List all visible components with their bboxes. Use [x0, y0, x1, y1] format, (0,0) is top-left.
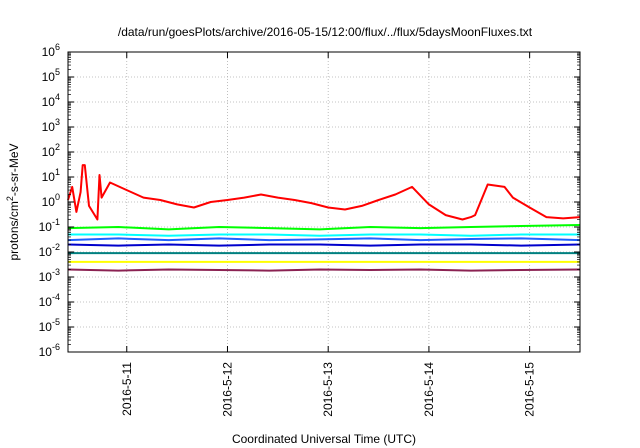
y-tick-base: 10	[42, 145, 56, 159]
y-tick-base: 10	[39, 270, 53, 284]
y-tick-exponent: -2	[52, 242, 60, 252]
x-tick-label: 2016-5-13	[321, 362, 335, 417]
y-tick-exponent: 4	[55, 92, 60, 102]
y-axis-label: protons/cm2-s-sr-MeV	[5, 143, 21, 260]
series-group	[67, 164, 581, 272]
y-tick-label: 10-2	[39, 242, 60, 259]
y-tick-base: 10	[39, 320, 53, 334]
y-tick-label: 102	[42, 142, 60, 159]
series-line-3	[68, 233, 580, 237]
y-tick-label: 101	[42, 167, 60, 184]
y-tick-exponent: 5	[55, 67, 60, 77]
y-tick-exponent: -1	[52, 217, 60, 227]
y-tick-base: 10	[39, 345, 53, 359]
y-tick-base: 10	[42, 170, 56, 184]
y-axis-label-sup: 2	[5, 196, 15, 201]
y-tick-exponent: 2	[55, 142, 60, 152]
chart-title: /data/run/goesPlots/archive/2016-05-15/1…	[118, 25, 533, 39]
y-tick-label: 10-6	[39, 342, 60, 359]
y-tick-exponent: -5	[52, 317, 60, 327]
series-line-4	[67, 237, 581, 242]
series-line-5	[67, 243, 581, 247]
y-tick-label: 100	[42, 192, 60, 209]
x-tick-label: 2016-5-14	[422, 362, 436, 417]
y-tick-exponent: 1	[55, 167, 60, 177]
y-axis-label-post: -s-sr-MeV	[7, 143, 21, 196]
x-tick-label: 2016-5-15	[523, 362, 537, 417]
y-axis-ticks: 10-610-510-410-310-210-11001011021031041…	[39, 42, 580, 359]
grid	[68, 52, 580, 352]
y-tick-label: 10-5	[39, 317, 60, 334]
y-tick-base: 10	[39, 220, 53, 234]
y-tick-exponent: 0	[55, 192, 60, 202]
x-axis-ticks: 2016-5-11 2016-5-12 2016-5-13 2016-5-14 2016…	[120, 52, 537, 417]
y-tick-exponent: 6	[55, 42, 60, 52]
y-tick-label: 104	[42, 92, 60, 109]
y-tick-exponent: 3	[55, 117, 60, 127]
y-tick-base: 10	[39, 295, 53, 309]
y-axis-label-pre: protons/cm	[7, 201, 21, 260]
y-tick-base: 10	[42, 120, 56, 134]
y-tick-base: 10	[39, 245, 53, 259]
y-tick-label: 10-4	[39, 292, 60, 309]
series-line-8	[67, 268, 581, 272]
y-tick-base: 10	[42, 70, 56, 84]
x-tick-label: 2016-5-11	[120, 362, 134, 416]
y-tick-exponent: -4	[52, 292, 60, 302]
y-tick-label: 106	[42, 42, 60, 59]
y-tick-label: 10-3	[39, 267, 60, 284]
y-tick-base: 10	[42, 45, 56, 59]
y-tick-base: 10	[42, 195, 56, 209]
y-tick-label: 103	[42, 117, 60, 134]
x-axis-label: Coordinated Universal Time (UTC)	[232, 432, 416, 446]
y-tick-exponent: -6	[52, 342, 60, 352]
series-line-1	[67, 164, 581, 221]
y-tick-label: 105	[42, 67, 60, 84]
x-tick-label: 2016-5-12	[220, 362, 234, 417]
series-line-2	[67, 224, 581, 231]
y-tick-base: 10	[42, 95, 56, 109]
y-tick-exponent: -3	[52, 267, 60, 277]
y-tick-label: 10-1	[39, 217, 60, 234]
